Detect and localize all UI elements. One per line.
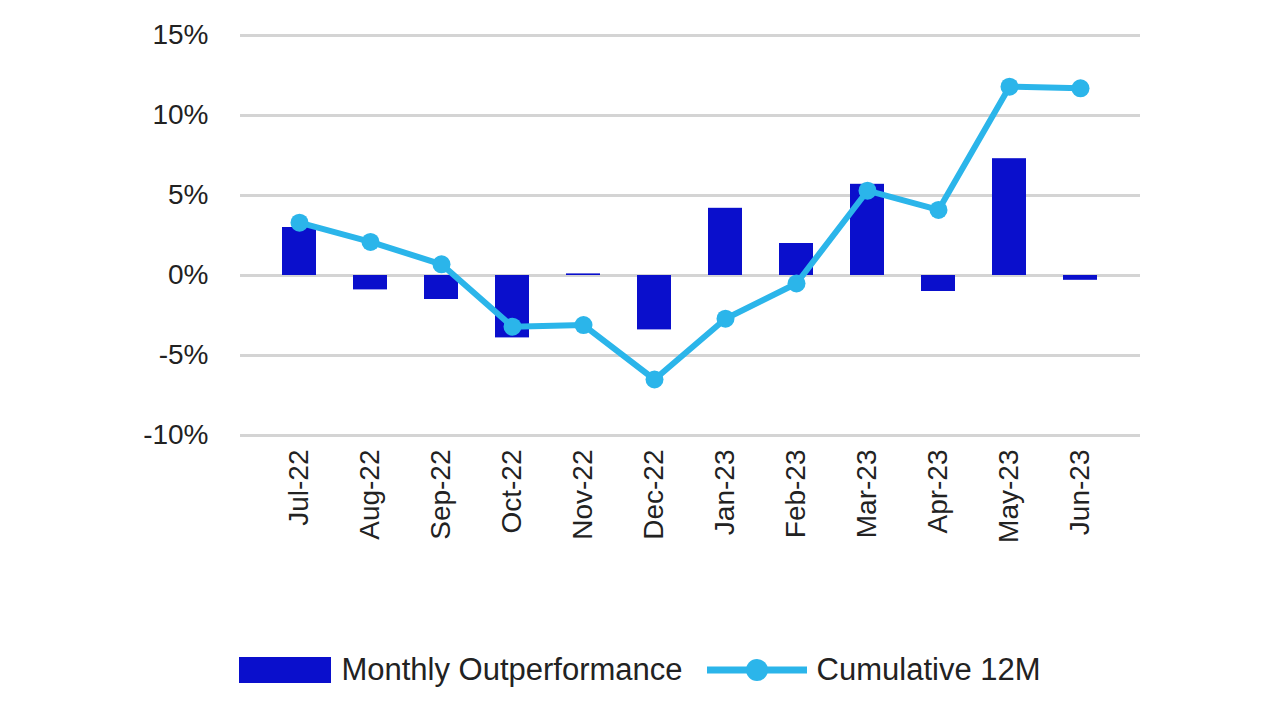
- html-text:Cumulative 12M: Cumulative 12M: [816, 652, 1041, 687]
- html-text:Monthly Outperformance: Monthly Outperformance: [341, 652, 683, 687]
- svg-text:May-23: May-23: [993, 450, 1024, 543]
- svg-text:Aug-22: Aug-22: [354, 450, 385, 540]
- svg-text:10%: 10%: [152, 99, 208, 130]
- svg-text:0%: 0%: [168, 259, 208, 290]
- svg-text:Nov-22: Nov-22: [567, 450, 598, 540]
- svg-text:15%: 15%: [152, 19, 208, 50]
- svg-text:Mar-23: Mar-23: [851, 450, 882, 539]
- svg-text:Oct-22: Oct-22: [496, 450, 527, 534]
- svg-text:-5%: -5%: [159, 339, 209, 370]
- svg-text:Sep-22: Sep-22: [425, 450, 456, 540]
- svg-text:Dec-22: Dec-22: [638, 450, 669, 540]
- svg-text:Jan-23: Jan-23: [709, 450, 740, 536]
- svg-text:-10%: -10%: [143, 419, 208, 450]
- svg-text:5%: 5%: [168, 179, 208, 210]
- svg-text:Feb-23: Feb-23: [780, 450, 811, 539]
- svg-text:Jun-23: Jun-23: [1064, 450, 1095, 536]
- svg-text:Jul-22: Jul-22: [283, 450, 314, 526]
- svg-text:Apr-23: Apr-23: [922, 450, 953, 534]
